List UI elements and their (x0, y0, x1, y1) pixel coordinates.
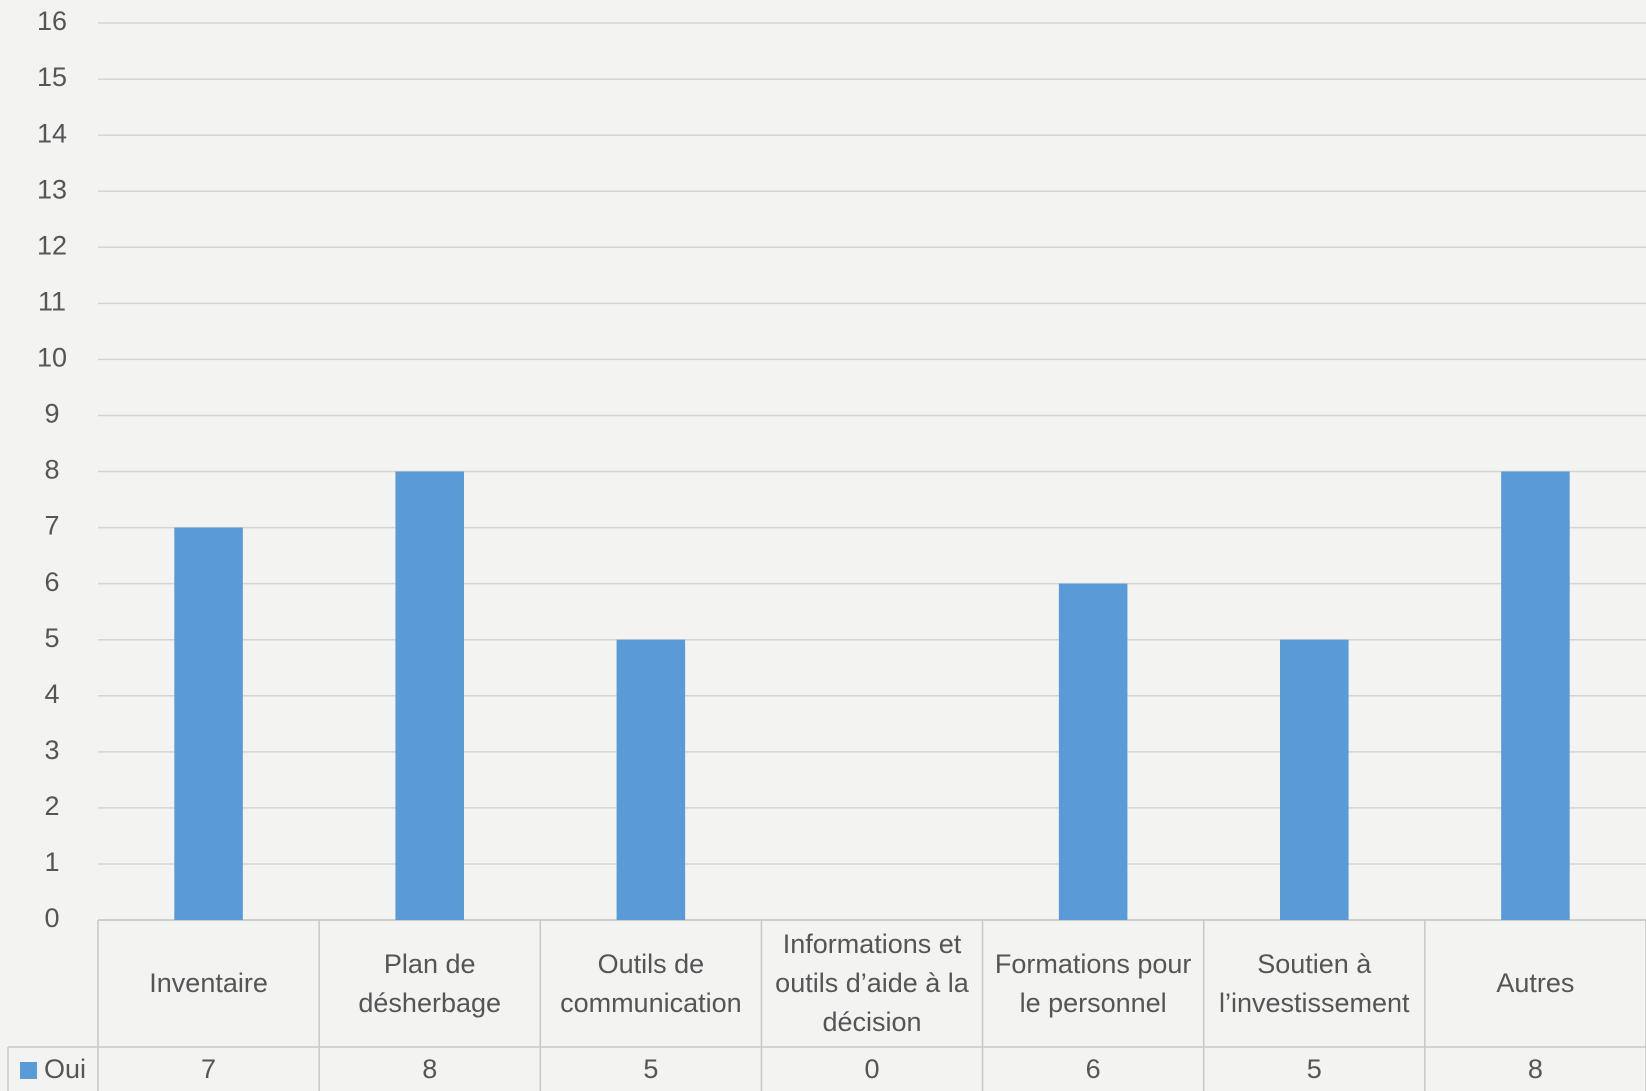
y-tick-label: 6 (44, 567, 59, 597)
table-value: 5 (1307, 1054, 1322, 1084)
bar (1501, 471, 1570, 920)
y-tick-label: 2 (44, 791, 59, 821)
x-tick-label: Informations et outils d’aide à la décis… (775, 929, 969, 1037)
y-tick-label: 3 (44, 735, 59, 765)
y-tick-label: 14 (37, 118, 67, 148)
legend-swatch (20, 1062, 37, 1079)
y-tick-label: 5 (44, 623, 59, 653)
table-value: 0 (864, 1054, 879, 1084)
x-tick-label: Inventaire (149, 968, 268, 998)
y-tick-label: 8 (44, 455, 59, 485)
table-value: 8 (1528, 1054, 1543, 1084)
y-tick-label: 13 (37, 174, 67, 204)
bar (395, 471, 464, 920)
table-value: 6 (1086, 1054, 1101, 1084)
x-tick-label: Outils de communication (560, 948, 742, 1018)
table-value: 7 (201, 1054, 216, 1084)
y-tick-label: 16 (37, 6, 67, 36)
x-tick-label: Formations pour le personnel (994, 948, 1192, 1018)
table-value: 8 (422, 1054, 437, 1084)
y-tick-label: 12 (37, 230, 67, 260)
y-tick-label: 4 (44, 679, 59, 709)
bar (174, 527, 243, 920)
legend-label: Oui (44, 1054, 86, 1084)
y-tick-label: 0 (44, 903, 59, 933)
bar (1280, 639, 1349, 920)
x-tick-label: Soutien à l’investissement (1218, 948, 1410, 1018)
y-tick-label: 11 (38, 286, 66, 316)
bar (1058, 583, 1128, 920)
table-value: 5 (643, 1054, 658, 1084)
y-tick-label: 1 (44, 847, 59, 877)
y-tick-label: 10 (37, 343, 67, 373)
y-tick-label: 7 (44, 511, 59, 541)
bar (616, 639, 686, 920)
y-tick-label: 9 (44, 399, 59, 429)
x-tick-label: Plan de désherbage (358, 948, 502, 1018)
y-tick-label: 15 (37, 62, 67, 92)
x-tick-label: Autres (1496, 968, 1575, 998)
